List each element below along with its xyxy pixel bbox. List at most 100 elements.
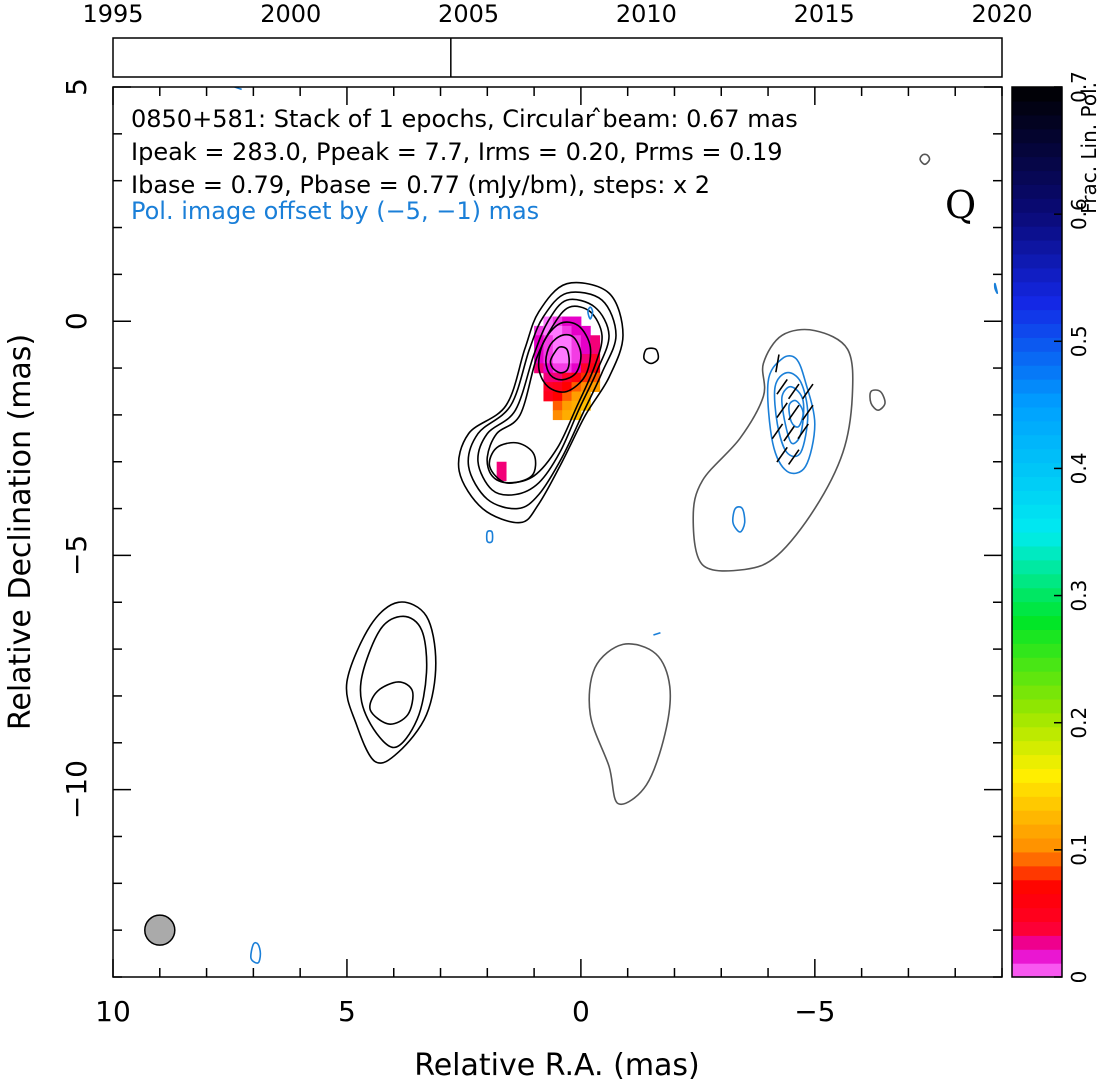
colorbar-step [1012,518,1062,533]
frac-pol-pixel [562,410,573,421]
frac-pol-pixel [543,391,554,402]
header-line-1: 0850+581: Stack of 1 epochs, Circular ̂b… [131,105,798,133]
stokes-i-contour [549,346,571,374]
frac-pol-pixel [590,335,601,346]
frac-pol-pixel [543,354,554,364]
colorbar-step [1012,226,1062,241]
frac-pol-pixel [562,363,573,374]
colorbar-step [1012,239,1062,255]
frac-pol-pixel [580,372,591,383]
colorbar-step [1012,684,1062,700]
stokes-i-contour [488,441,537,484]
colorbar-step [1012,907,1062,922]
colorbar-step [1012,420,1062,436]
frac-pol-pixel [552,335,563,346]
colorbar-step [1012,796,1062,811]
frac-pol-pixel [562,325,573,336]
frac-pol-pixel [552,400,563,411]
frac-pol-pixel [552,363,563,374]
frac-pol-pixel [580,354,591,364]
offset-note: Pol. image offset by (−5, −1) mas [131,197,539,225]
colorbar-ticks: 0 0.1 0.2 0.3 0.4 0.5 0.6 0.7 [1054,71,1091,983]
frac-pol-pixel [552,316,563,327]
frac-pol-pixel [571,344,582,355]
colorbar-step [1012,504,1062,519]
frac-pol-pixel [590,363,601,374]
frac-pol-pixel [571,372,582,383]
stokes-i-contour [477,298,610,496]
polarized-outline-contours [588,153,931,806]
colorbar-step [1012,851,1062,867]
colorbar-step [1012,309,1062,325]
colorbar-step [1012,879,1062,895]
colorbar-step [1012,837,1062,853]
stokes-i-contour [359,615,428,749]
header-line-2: Ipeak = 283.0, Ppeak = 7.7, Irms = 0.20,… [131,138,783,166]
colorbar-step [1012,490,1062,505]
colorbar-step [1012,712,1062,728]
pol-outline-contour [919,153,931,166]
colorbar-step [1012,142,1062,158]
frac-pol-pixel [552,325,563,336]
y-tick-label: −5 [60,535,93,576]
frac-pol-pixel [562,354,573,364]
plot-area: 10 5 0 −5 5 0 −5 −10 [60,78,1003,1028]
colorbar-step [1012,156,1062,172]
y-axis-label: Relative Declination (mas) [3,334,38,730]
pol-contour [788,399,804,428]
pol-outline-contour [869,389,886,412]
colorbar-tick-label: 0.2 [1067,707,1091,739]
pol-outline-contour [588,643,672,806]
timeline-year-label: 2015 [794,0,855,28]
stokes-label: Q [945,183,976,227]
frac-pol-pixel [580,344,591,355]
evpa-vector [771,423,784,440]
evpa-vector [802,383,814,400]
colorbar-step [1012,87,1062,102]
x-tick-label: 0 [572,995,590,1028]
colorbar-step [1012,824,1062,839]
frac-pol-pixel [580,325,591,336]
frac-pol-pixel [552,410,563,421]
colorbar-step [1012,323,1062,338]
stokes-i-contour [544,333,582,381]
colorbar-step [1012,698,1062,714]
frac-pol-pixel [580,335,591,346]
colorbar-step [1012,865,1062,881]
pol-outline-contour [692,328,854,572]
colorbar-step [1012,351,1062,366]
frac-pol-pixel [496,471,507,481]
timeline-year-label: 2005 [438,0,499,28]
colorbar-step [1012,949,1062,964]
colorbar-step [1012,559,1062,575]
pol-contour [766,354,816,475]
frac-pol-pixel [552,344,563,355]
frac-pol-pixel [496,461,507,472]
colorbar-step [1012,657,1062,672]
colorbar-tick-label: 0.4 [1067,453,1091,485]
x-axis-label: Relative R.A. (mas) [414,1048,700,1083]
frac-pol-pixel [562,400,573,411]
evpa-vector [797,423,809,440]
colorbar-step [1012,267,1062,283]
colorbar-step [1012,392,1062,408]
evpa-vector [787,404,800,421]
colorbar-tick-label: 0.5 [1067,325,1091,357]
stokes-i-contour [486,305,603,484]
colorbar-step [1012,462,1062,477]
frac-pol-pixel [571,363,582,374]
stokes-i-contour [345,601,437,764]
colorbar-step [1012,532,1062,547]
frac-pol-pixel [543,335,554,346]
evpa-vector [776,446,788,463]
frac-pol-pixel [590,344,601,355]
colorbar-step [1012,379,1062,394]
frac-pol-pixel [571,325,582,336]
frac-pol-pixel [562,382,573,392]
frac-pol-pixel [571,354,582,364]
frac-pol-pixel [571,391,582,402]
colorbar-step [1012,768,1062,783]
colorbar-step [1012,573,1062,589]
colorbar-frame [1011,86,1063,978]
